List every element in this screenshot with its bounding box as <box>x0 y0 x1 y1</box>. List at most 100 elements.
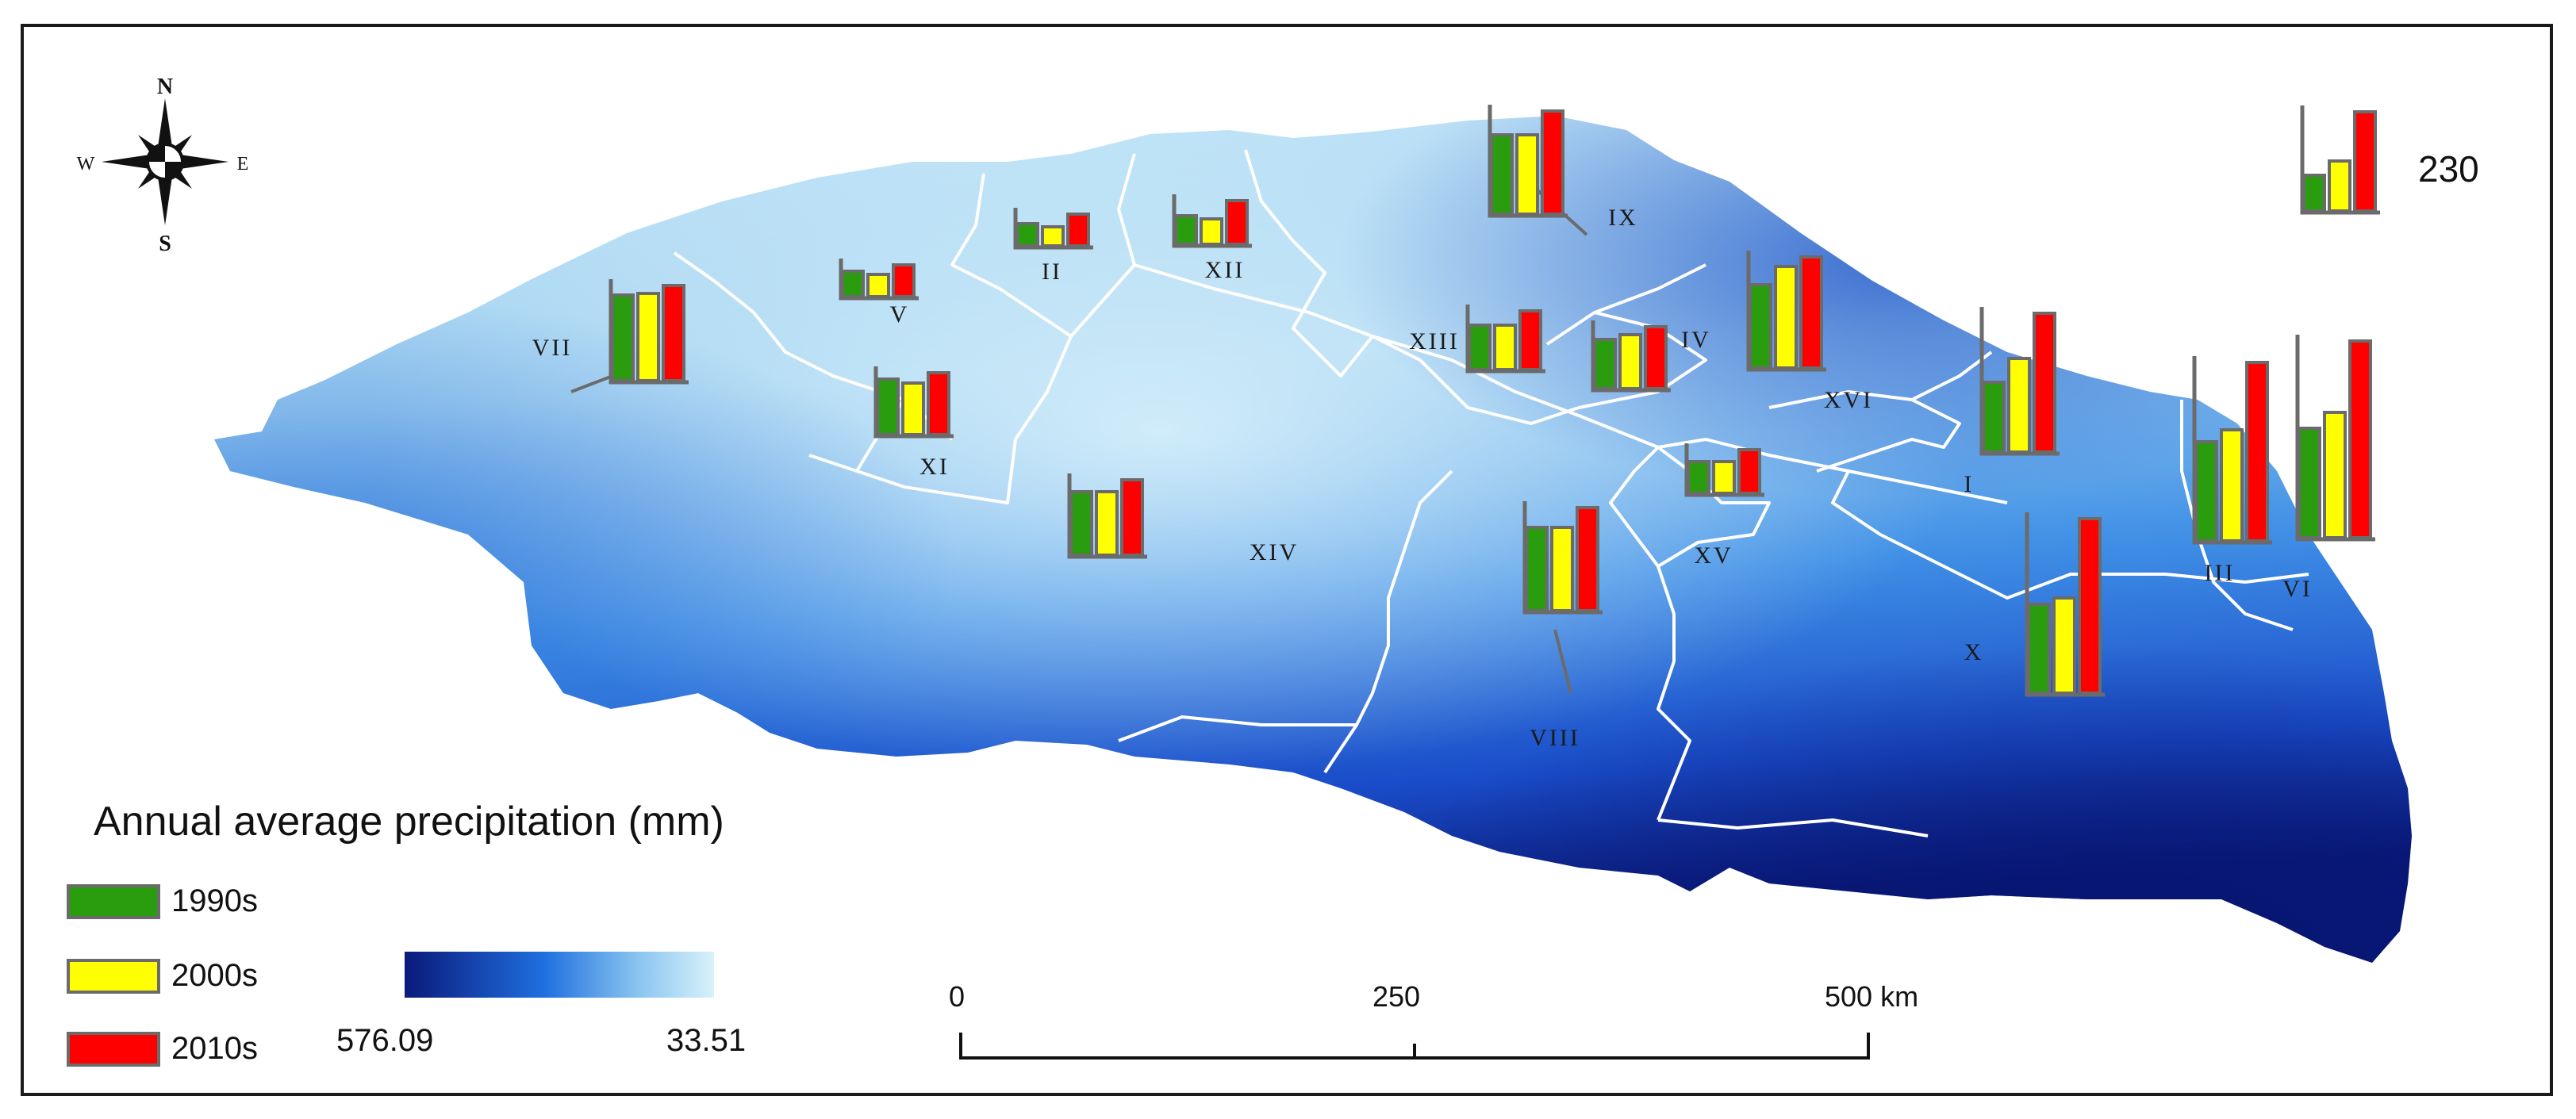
north-arrow-icon <box>102 98 228 225</box>
region-bars-xvi[interactable] <box>1746 251 1826 372</box>
bar-2010s <box>2245 361 2269 542</box>
region-bars-vi[interactable] <box>2295 335 2375 542</box>
scale-label-500km: 500 km <box>1825 980 1919 1013</box>
bar-2000s <box>636 292 660 382</box>
ramp-max-label: 576.09 <box>336 1023 434 1058</box>
bar-2000s <box>2007 357 2031 454</box>
bar-2010s <box>2353 110 2377 213</box>
bar-1990s <box>1982 381 2006 454</box>
bar-2000s <box>1493 324 1517 371</box>
compass-w: W <box>77 154 95 174</box>
bar-2010s <box>1737 448 1761 495</box>
region-bars-xiii[interactable] <box>1465 305 1545 374</box>
region-bars-viii[interactable] <box>1522 501 1603 615</box>
compass-n: N <box>157 75 173 99</box>
region-label-vii: VII <box>532 335 573 361</box>
bar-2010s <box>2033 312 2056 454</box>
bar-1990s <box>2194 440 2218 542</box>
bar-2010s <box>892 263 916 298</box>
legend-label-1990s: 1990s <box>171 883 258 918</box>
bar-2010s <box>1644 325 1668 390</box>
legend-item-2010s: 2010s <box>67 1031 258 1067</box>
bar-2000s <box>1200 217 1223 246</box>
bar-1990s <box>876 377 900 436</box>
bar-2000s <box>1618 333 1642 390</box>
bar-2010s <box>662 284 685 382</box>
legend-label-2000s: 2000s <box>171 958 258 993</box>
bar-1990s <box>2298 427 2321 539</box>
bar-2010s <box>1799 255 1823 370</box>
region-label-viii: VIII <box>1530 725 1580 751</box>
bar-1990s <box>2027 603 2051 695</box>
bar-2010s <box>2348 339 2372 539</box>
bar-2000s <box>2328 159 2351 213</box>
region-bars-ix[interactable] <box>1488 105 1568 218</box>
region-label-iii: III <box>2205 560 2236 586</box>
scale-label-250: 250 <box>1372 980 1421 1013</box>
bar-1990s <box>1468 324 1491 371</box>
bar-1990s <box>1490 133 1514 216</box>
bar-2000s <box>901 381 925 436</box>
reference-value-label: 230 <box>2418 148 2479 190</box>
bar-1990s <box>1015 222 1039 247</box>
legend-title: Annual average precipitation (mm) <box>94 799 724 845</box>
region-bars-ii[interactable] <box>1013 208 1093 250</box>
region-bars-xii[interactable] <box>1172 194 1252 248</box>
bar-2010s <box>2078 517 2102 695</box>
region-bars-xv[interactable] <box>1684 443 1764 497</box>
region-bars-iv[interactable] <box>1591 320 1671 393</box>
region-bars-i[interactable] <box>1979 307 2060 456</box>
compass-e: E <box>237 154 249 174</box>
region-bars-vii[interactable] <box>608 279 689 385</box>
bar-2000s <box>1712 460 1736 495</box>
region-bars-xi[interactable] <box>873 366 954 439</box>
legend-swatch-1990s <box>67 883 160 919</box>
bar-2000s <box>1774 265 1798 370</box>
legend-swatch-2000s <box>67 958 160 994</box>
bar-1990s <box>1525 526 1549 612</box>
region-label-xiii: XIII <box>1409 328 1460 354</box>
bar-2010s <box>1225 199 1249 246</box>
bar-2000s <box>2220 428 2244 542</box>
bar-2000s <box>2323 411 2347 539</box>
region-label-xiv: XIV <box>1250 539 1299 565</box>
legend-item-1990s: 1990s <box>67 883 258 919</box>
region-label-xi: XI <box>919 454 950 480</box>
region-label-ix: IX <box>1608 205 1638 231</box>
bar-1990s <box>611 293 635 382</box>
region-bars-v[interactable] <box>839 259 919 301</box>
bar-2010s <box>1518 309 1542 371</box>
bar-2000s <box>1041 225 1065 247</box>
bar-1990s <box>1069 490 1093 557</box>
reference-bar-chart <box>2300 105 2380 215</box>
bar-1990s <box>1593 338 1617 390</box>
region-bars-xiv[interactable] <box>1067 473 1147 559</box>
bar-2000s <box>1095 490 1119 557</box>
region-label-iv: IV <box>1681 327 1711 353</box>
bar-2000s <box>1515 133 1539 216</box>
bar-2010s <box>1066 213 1090 247</box>
region-label-vi: VI <box>2282 576 2313 602</box>
region-bars-iii[interactable] <box>2192 356 2272 545</box>
region-label-i: I <box>1964 471 1975 497</box>
bar-1990s <box>1749 283 1772 370</box>
bar-2010s <box>1541 109 1564 216</box>
region-bar-charts[interactable] <box>608 105 2375 697</box>
precipitation-color-ramp <box>405 952 714 998</box>
ramp-min-label: 33.51 <box>666 1023 747 1058</box>
reference-bars[interactable] <box>2300 105 2380 215</box>
bar-1990s <box>1174 214 1198 246</box>
subbasin-boundaries <box>673 149 2309 837</box>
precipitation-map[interactable]: N S W E IIIIIIIVVVIVIIVIIIIXXXIXIIXIIIXI… <box>24 27 2550 1093</box>
region-label-v: V <box>890 301 910 328</box>
region-label-xii: XII <box>1205 257 1246 283</box>
legend-item-2000s: 2000s <box>67 958 258 994</box>
map-frame: N S W E I II III IV V VI VII VIII IX X XI XII XIII XI… <box>21 24 2553 1096</box>
bar-2010s <box>1576 506 1599 612</box>
legend-swatch-2010s <box>67 1031 160 1067</box>
region-label-xv: XV <box>1694 542 1733 569</box>
region-bars-x[interactable] <box>2025 512 2105 697</box>
bar-1990s <box>2302 174 2326 213</box>
scale-label-0: 0 <box>949 980 966 1013</box>
